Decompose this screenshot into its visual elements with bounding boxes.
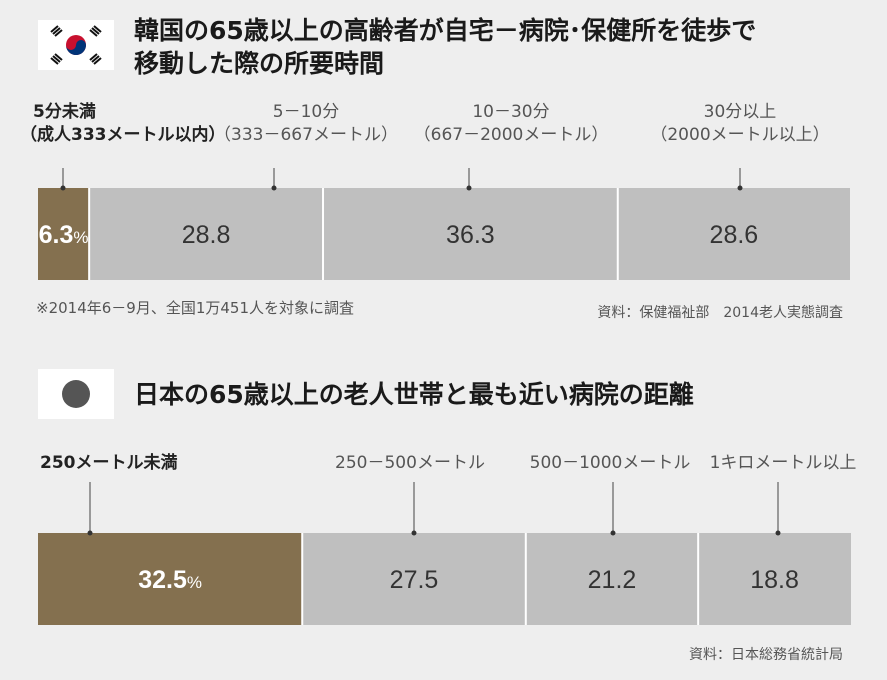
japan-chart-title: 日本の65歳以上の老人世帯と最も近い病院の距離	[134, 380, 694, 409]
bar-segment-4	[698, 533, 851, 625]
taegukgi-icon	[50, 25, 102, 65]
leader-dot	[466, 185, 472, 191]
leader-dot	[271, 185, 277, 191]
japan-flag	[38, 369, 114, 419]
japan-category-4: 1キロメートル以上	[709, 453, 857, 473]
data-label: 18.8	[750, 566, 799, 594]
data-label: 21.2	[588, 566, 637, 594]
leader-dot	[737, 185, 743, 191]
bar-segment-1	[38, 188, 90, 280]
data-label: 36.3	[446, 221, 495, 249]
bar-segment-1	[38, 533, 303, 625]
japan-stacked-bar: 32.5% 27.5 21.2 18.8	[38, 482, 851, 625]
bar-segment-2	[302, 533, 526, 625]
korea-category-1: 5分未満 （成人333メートル以内）	[20, 102, 226, 145]
leader-dot	[411, 530, 417, 536]
japan-source: 資料：日本総務省統計局	[689, 647, 843, 663]
data-label: 27.5	[390, 566, 439, 594]
korea-chart-title: 韓国の65歳以上の高齢者が自宅－病院･保健所を徒歩で 移動した際の所要時間	[134, 16, 757, 78]
korea-flag	[38, 20, 114, 70]
korea-survey-note: ※2014年6－9月、全国1万451人を対象に調査	[36, 299, 355, 317]
korea-category-3: 10－30分 （667－2000メートル）	[413, 102, 609, 145]
japan-category-3: 500－1000メートル	[529, 453, 691, 473]
bar-segment-3	[323, 188, 618, 280]
korea-source: 資料：保健福祉部 2014老人実態調査	[597, 305, 843, 321]
japan-category-1: 250メートル未満	[40, 453, 178, 473]
hinomaru-icon	[62, 380, 90, 408]
leader-dot	[775, 530, 781, 536]
bar-segment-3	[525, 533, 699, 625]
japan-category-2: 250－500メートル	[335, 453, 485, 473]
leader-dot	[60, 185, 66, 191]
bar-segment-4	[617, 188, 850, 280]
korea-category-4: 30分以上 （2000メートル以上）	[650, 102, 830, 145]
bar-segment-2	[89, 188, 324, 280]
korea-category-2: 5－10分 （333－667メートル）	[214, 102, 398, 145]
data-label: 28.8	[182, 221, 231, 249]
data-label: 28.6	[710, 221, 759, 249]
leader-dot	[610, 530, 616, 536]
leader-dot	[87, 530, 93, 536]
korea-stacked-bar: 6.3% 28.8 36.3 28.6	[38, 168, 850, 280]
